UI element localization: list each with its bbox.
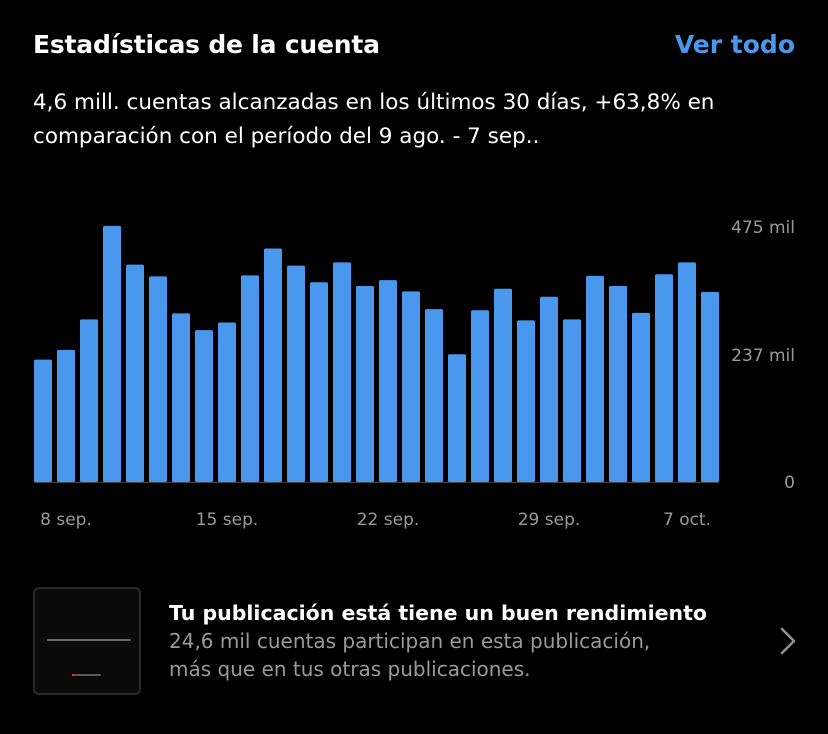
chart-bar[interactable] [241, 275, 259, 482]
x-tick-label: 8 sep. [40, 510, 92, 530]
chart-bar[interactable] [287, 265, 305, 482]
chart-bar[interactable] [57, 349, 75, 482]
chart-bar[interactable] [402, 291, 420, 482]
chart-bar[interactable] [80, 319, 98, 482]
chart-bar[interactable] [126, 264, 144, 482]
chart-bar[interactable] [540, 296, 558, 482]
reach-bar-chart[interactable]: 475 mil 237 mil 0 8 sep. 15 sep. 22 sep. 29 se… [0, 200, 828, 540]
reach-summary-line-2: comparación con el período del 9 ago. - … [33, 124, 540, 149]
chart-bar[interactable] [655, 274, 673, 482]
chart-bar[interactable] [494, 288, 512, 482]
see-all-link[interactable]: Ver todo [674, 29, 795, 59]
chart-bar[interactable] [34, 359, 52, 482]
chart-bar[interactable] [218, 322, 236, 482]
section-title: Estadísticas de la cuenta [33, 29, 380, 59]
chart-bar[interactable] [471, 310, 489, 482]
chart-bar[interactable] [172, 313, 190, 482]
reach-chart-svg: 475 mil 237 mil 0 8 sep. 15 sep. 22 sep. 29 se… [34, 218, 795, 530]
y-tick-label: 0 [784, 473, 795, 493]
x-tick-label: 29 sep. [518, 510, 581, 530]
thumbnail-accent [72, 674, 75, 676]
chart-bar[interactable] [310, 282, 328, 482]
chart-bar[interactable] [701, 291, 719, 482]
thumbnail-caption-line [75, 674, 101, 676]
x-tick-label: 15 sep. [196, 510, 259, 530]
reach-summary: 4,6 mill. cuentas alcanzadas en los últi… [33, 86, 803, 154]
chart-bar[interactable] [586, 275, 604, 482]
post-thumbnail[interactable] [33, 587, 141, 695]
chart-bar[interactable] [448, 354, 466, 482]
x-tick-label: 7 oct. [663, 510, 711, 530]
chart-bar[interactable] [103, 225, 121, 482]
thumbnail-text-line [47, 639, 131, 641]
chart-bar[interactable] [632, 312, 650, 482]
chart-bar[interactable] [563, 319, 581, 482]
section-header: Estadísticas de la cuenta Ver todo [33, 22, 795, 66]
post-card-description-line-1: 24,6 mil cuentas participan en esta publ… [169, 629, 651, 653]
post-performance-card[interactable]: Tu publicación está tiene un buen rendim… [33, 585, 803, 697]
chart-bar[interactable] [609, 286, 627, 482]
y-tick-label: 475 mil [731, 218, 795, 238]
chart-bar[interactable] [264, 248, 282, 482]
post-card-title: Tu publicación está tiene un buen rendim… [169, 601, 707, 625]
chart-bar[interactable] [517, 320, 535, 482]
chart-bar[interactable] [379, 280, 397, 482]
chart-bar[interactable] [149, 276, 167, 482]
x-tick-label: 22 sep. [357, 510, 420, 530]
post-card-text: Tu publicación está tiene un buen rendim… [169, 599, 773, 683]
y-tick-label: 237 mil [731, 346, 795, 366]
chart-bar[interactable] [333, 262, 351, 482]
reach-summary-line-1: 4,6 mill. cuentas alcanzadas en los últi… [33, 90, 715, 115]
chevron-right-icon[interactable] [773, 621, 803, 661]
chart-bar[interactable] [356, 286, 374, 482]
post-card-description-line-2: más que en tus otras publicaciones. [169, 657, 531, 681]
chart-bar[interactable] [195, 330, 213, 482]
chart-bar[interactable] [678, 262, 696, 482]
chart-bar[interactable] [425, 309, 443, 482]
